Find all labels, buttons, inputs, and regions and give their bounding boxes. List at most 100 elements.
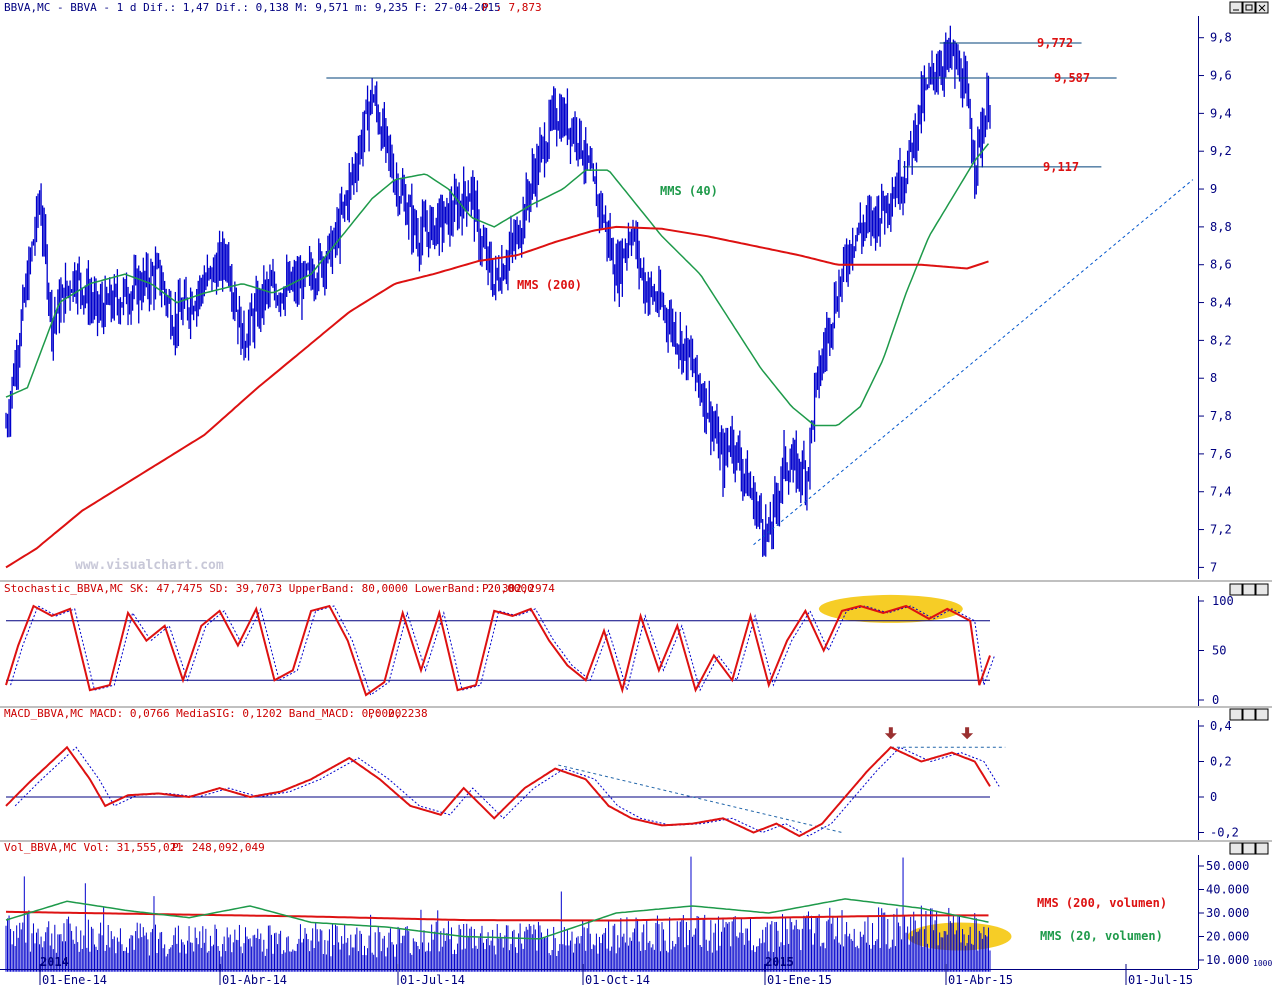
panel-separator	[0, 706, 1272, 708]
x-tick-label: 01-Abr-14	[222, 973, 287, 987]
macd-signal-line	[14, 746, 1000, 837]
vol-y-tick-label: 50.000	[1206, 859, 1249, 873]
price-y-tick-label: 8,4	[1210, 296, 1232, 310]
year-2014-label: 2014	[40, 955, 69, 969]
price-y-tick-label: 8,2	[1210, 333, 1232, 347]
macd-panel: MACD_BBVA,MC MACD: 0,0766 MediaSIG: 0,12…	[0, 706, 1272, 840]
price-y-tick-label: 8,6	[1210, 258, 1232, 272]
down-arrow-icon	[961, 727, 974, 740]
vol-scale-label: 1000	[1253, 959, 1272, 968]
restore-icon[interactable]	[1242, 583, 1256, 596]
min-icon[interactable]	[1229, 708, 1243, 721]
stoch-y-ticks: 100 50 0	[1198, 594, 1234, 707]
panel-separator	[0, 580, 1272, 582]
x-tick-label: 01-Abr-15	[948, 973, 1013, 987]
restore-icon[interactable]	[1242, 1, 1256, 14]
vol-sma20-label: MMS (20, volumen)	[1040, 929, 1163, 943]
macd-y-tick-label: 0	[1210, 790, 1217, 804]
vol-y-ticks: 50.000 40.000 30.000 20.000 10.000	[1198, 859, 1249, 967]
macd-arrows	[884, 727, 974, 740]
vol-sma200-label: MMS (200, volumen)	[1037, 896, 1167, 910]
price-y-tick-label: 8	[1210, 371, 1217, 385]
vol-y-tick-label: 10.000	[1206, 953, 1249, 967]
close-icon[interactable]	[1255, 708, 1269, 721]
level-label: 9,117	[1043, 160, 1079, 174]
vol-sma200-line	[5, 910, 989, 922]
vol-y-tick-label: 30.000	[1206, 906, 1249, 920]
price-y-tick-label: 9,6	[1210, 69, 1232, 83]
stoch-highlight	[818, 594, 963, 623]
down-arrow-icon	[884, 727, 897, 740]
price-y-tick-label: 7,2	[1210, 523, 1232, 537]
vol-header-p: P: 248,092,049	[172, 841, 265, 854]
stoch-y-tick-label: 100	[1212, 594, 1234, 608]
uptrend-line	[753, 179, 1194, 546]
macd-y-tick-label: 0,2	[1210, 755, 1232, 769]
vol-y-tick-label: 40.000	[1206, 883, 1249, 897]
support-resistance-lines: 9,772 9,587 9,117	[326, 36, 1117, 174]
price-panel: BBVA,MC - BBVA - 1 d Dif.: 1,47 Dif.: 0,…	[4, 1, 1269, 579]
sma200-line	[5, 225, 989, 569]
price-y-axis-line	[1198, 16, 1199, 579]
macd-y-tick-label: 0,4	[1210, 719, 1232, 733]
price-y-tick-label: 9	[1210, 182, 1217, 196]
min-icon[interactable]	[1229, 1, 1243, 14]
stoch-sk-line	[5, 604, 991, 697]
sma40-label: MMS (40)	[660, 184, 718, 198]
close-icon[interactable]	[1255, 842, 1269, 855]
restore-icon[interactable]	[1242, 708, 1256, 721]
level-label: 9,587	[1054, 71, 1090, 85]
close-glyph	[1258, 4, 1266, 12]
price-y-tick-label: 9,8	[1210, 31, 1232, 45]
min-icon[interactable]	[1229, 842, 1243, 855]
stoch-header-p: P: 302,2974	[482, 582, 555, 595]
x-tick-label: 01-Oct-14	[585, 973, 650, 987]
volume-panel: Vol_BBVA,MC Vol: 31,555,021 P: 248,092,0…	[0, 840, 1272, 972]
price-bars	[5, 25, 991, 557]
sma40-line	[5, 143, 990, 427]
macd-header-p: P: 2,2238	[368, 707, 428, 720]
panel-separator	[0, 840, 1272, 842]
watermark: www.visualchart.com	[75, 558, 224, 573]
price-y-tick-label: 9,2	[1210, 144, 1232, 158]
x-tick-label: 01-Jul-14	[400, 973, 465, 987]
price-header-pending: P : 7,873	[482, 1, 542, 14]
restore-icon[interactable]	[1242, 842, 1256, 855]
close-icon[interactable]	[1255, 583, 1269, 596]
volume-bars	[5, 856, 991, 972]
price-y-tick-label: 7,4	[1210, 485, 1232, 499]
vol-header: Vol_BBVA,MC Vol: 31,555,021	[4, 841, 183, 854]
macd-y-axis-line	[1198, 720, 1199, 840]
price-header: BBVA,MC - BBVA - 1 d Dif.: 1,47 Dif.: 0,…	[4, 1, 501, 14]
macd-trendline	[558, 764, 843, 833]
x-tick-label: 01-Ene-14	[42, 973, 107, 987]
macd-window-controls	[1229, 708, 1269, 721]
price-y-tick-label: 7	[1210, 560, 1217, 574]
year-2015-label: 2015	[765, 955, 794, 969]
vol-y-axis-line	[1198, 855, 1199, 969]
x-tick-label: 01-Ene-15	[767, 973, 832, 987]
level-label: 9,772	[1037, 36, 1073, 50]
price-y-tick-label: 8,8	[1210, 220, 1232, 234]
macd-trendlines	[558, 746, 1006, 833]
macd-line	[5, 745, 991, 838]
macd-y-tick-label: -0,2	[1210, 826, 1239, 840]
window-controls	[1229, 1, 1269, 14]
macd-y-ticks: 0,4 0,2 0 -0,2	[1198, 719, 1239, 840]
price-y-tick-label: 9,4	[1210, 106, 1232, 120]
stoch-y-tick-label: 0	[1212, 693, 1219, 707]
macd-header: MACD_BBVA,MC MACD: 0,0766 MediaSIG: 0,12…	[4, 707, 401, 720]
x-ticks: 01-Ene-14 01-Abr-14 01-Jul-14 01-Oct-14 01-E…	[39, 964, 1193, 987]
restore-glyph	[1245, 4, 1253, 11]
sma200-label: MMS (200)	[517, 278, 582, 292]
vol-sma20-line	[5, 898, 989, 940]
min-icon[interactable]	[1229, 583, 1243, 596]
vol-y-tick-label: 20.000	[1206, 930, 1249, 944]
stoch-window-controls	[1229, 583, 1269, 596]
x-axis-line	[0, 969, 1198, 970]
stoch-y-tick-label: 50	[1212, 644, 1226, 658]
price-y-tick-label: 7,6	[1210, 447, 1232, 461]
stoch-bands	[6, 620, 990, 681]
x-tick-label: 01-Jul-15	[1128, 973, 1193, 987]
